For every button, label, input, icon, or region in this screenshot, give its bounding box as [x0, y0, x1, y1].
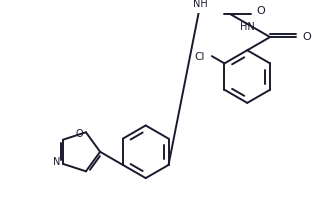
Text: O: O: [256, 6, 265, 16]
Text: O: O: [302, 32, 311, 42]
Text: HN: HN: [240, 22, 255, 32]
Text: O: O: [75, 129, 83, 139]
Text: Cl: Cl: [194, 52, 204, 62]
Text: NH: NH: [193, 0, 207, 9]
Text: N: N: [53, 157, 60, 167]
